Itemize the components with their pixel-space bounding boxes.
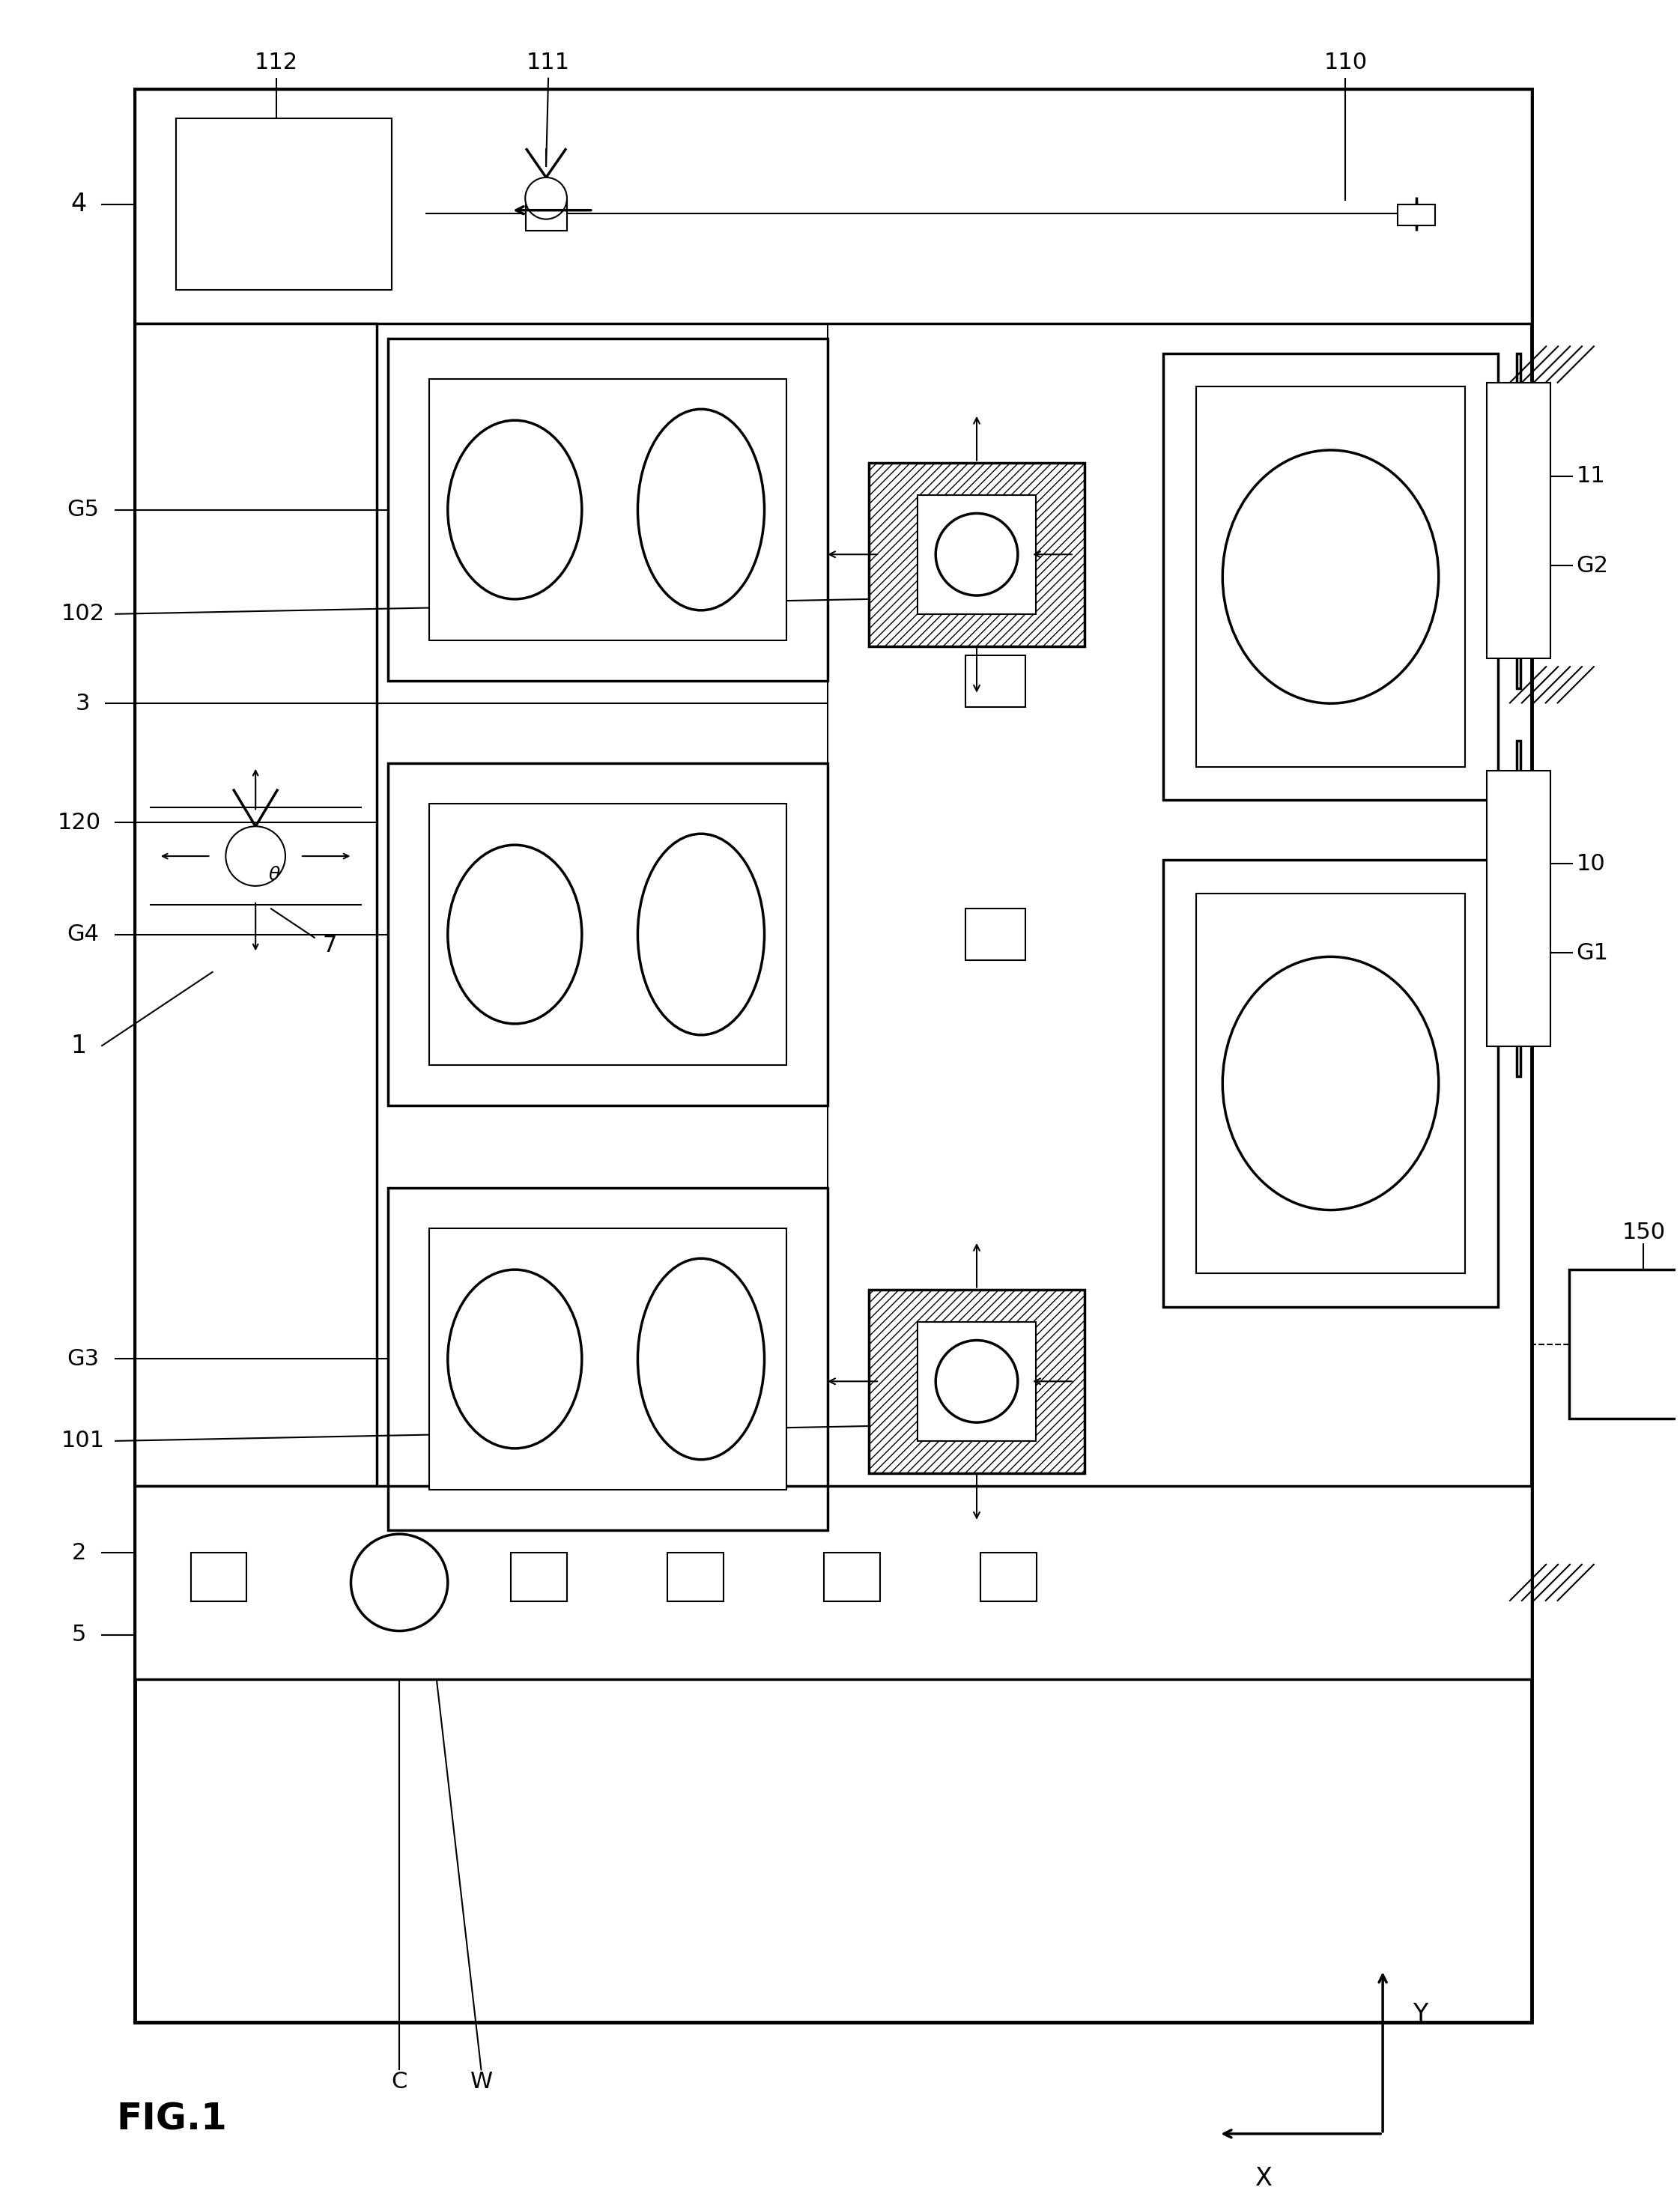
Text: 5: 5 xyxy=(72,1623,86,1645)
Bar xyxy=(823,1553,880,1601)
Bar xyxy=(388,338,828,681)
Text: 7: 7 xyxy=(323,935,338,957)
Bar xyxy=(526,200,566,231)
Bar xyxy=(966,1333,1025,1386)
Bar xyxy=(388,762,828,1107)
Ellipse shape xyxy=(1223,450,1438,703)
Text: 2: 2 xyxy=(72,1542,86,1564)
Bar xyxy=(388,762,828,1107)
Ellipse shape xyxy=(638,1258,764,1460)
Bar xyxy=(134,1487,1532,1680)
Ellipse shape xyxy=(638,834,764,1034)
Bar xyxy=(966,909,1025,960)
Text: C: C xyxy=(391,2071,407,2093)
Bar xyxy=(966,654,1025,707)
Text: G1: G1 xyxy=(1576,942,1609,964)
Bar xyxy=(192,1553,247,1601)
Text: $\theta$: $\theta$ xyxy=(981,1386,995,1408)
Text: X: X xyxy=(1255,2165,1272,2192)
Bar xyxy=(1196,894,1465,1274)
Text: 101: 101 xyxy=(60,1430,104,1452)
Text: 112: 112 xyxy=(255,53,297,75)
Circle shape xyxy=(936,1340,1018,1423)
Text: W: W xyxy=(470,2071,492,2093)
Bar xyxy=(1517,740,1520,1076)
Ellipse shape xyxy=(1223,957,1438,1210)
Text: G3: G3 xyxy=(67,1348,99,1370)
Bar xyxy=(869,1289,1085,1474)
Text: 120: 120 xyxy=(57,813,101,834)
Bar xyxy=(134,323,376,1487)
Bar xyxy=(1398,204,1435,226)
Ellipse shape xyxy=(449,845,581,1023)
Text: G5: G5 xyxy=(67,498,99,520)
Circle shape xyxy=(351,1535,449,1632)
Bar xyxy=(388,1188,828,1531)
Text: 6: 6 xyxy=(984,1386,1000,1408)
Bar xyxy=(981,1553,1037,1601)
Bar xyxy=(428,804,786,1065)
Text: 4: 4 xyxy=(71,191,87,217)
Ellipse shape xyxy=(449,419,581,600)
Ellipse shape xyxy=(638,408,764,610)
Bar xyxy=(1163,861,1499,1307)
Text: G2: G2 xyxy=(1576,556,1609,578)
Bar xyxy=(828,681,1163,762)
Bar xyxy=(1517,354,1520,690)
Bar xyxy=(1487,771,1551,1045)
Bar xyxy=(869,463,1085,646)
Ellipse shape xyxy=(449,1269,581,1449)
Bar xyxy=(1569,1269,1680,1419)
Text: 1: 1 xyxy=(71,1034,87,1058)
Text: 11: 11 xyxy=(1576,466,1606,488)
Text: Y: Y xyxy=(1413,2003,1428,2027)
Circle shape xyxy=(526,178,566,220)
Bar xyxy=(428,380,786,639)
Text: 10: 10 xyxy=(1576,852,1606,874)
Circle shape xyxy=(225,826,286,885)
Bar xyxy=(1163,354,1499,799)
Bar xyxy=(511,1553,566,1601)
Text: $\theta$: $\theta$ xyxy=(981,558,995,580)
Bar xyxy=(1517,354,1520,690)
Text: 150: 150 xyxy=(1621,1221,1665,1243)
Bar xyxy=(388,1188,828,1531)
Bar xyxy=(428,1228,786,1489)
Text: 110: 110 xyxy=(1324,53,1368,75)
Bar xyxy=(176,119,391,290)
Bar xyxy=(869,463,1085,646)
Bar xyxy=(388,338,828,681)
Bar xyxy=(917,494,1037,615)
Text: FIG.1: FIG.1 xyxy=(116,2102,227,2137)
Bar xyxy=(134,88,1532,323)
Bar xyxy=(869,1289,1085,1474)
Text: $\theta$: $\theta$ xyxy=(267,865,281,883)
Text: 102: 102 xyxy=(60,604,104,626)
Bar xyxy=(1517,740,1520,1076)
Bar xyxy=(134,88,1532,2023)
Bar xyxy=(667,1553,724,1601)
Bar xyxy=(363,1553,418,1601)
Text: 111: 111 xyxy=(526,53,570,75)
Text: 3: 3 xyxy=(76,692,91,714)
Text: G4: G4 xyxy=(67,925,99,944)
Bar xyxy=(917,1322,1037,1441)
Circle shape xyxy=(936,514,1018,595)
Bar xyxy=(1163,354,1499,799)
Bar xyxy=(1163,861,1499,1307)
Bar xyxy=(1196,386,1465,766)
Bar xyxy=(828,1107,1163,1188)
Bar xyxy=(1487,382,1551,659)
